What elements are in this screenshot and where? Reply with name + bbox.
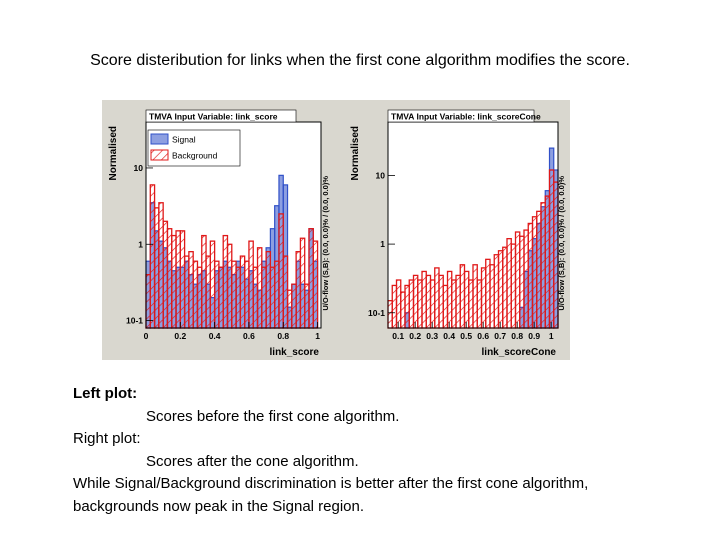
left-plot-description: Scores before the first cone algorithm.	[146, 407, 400, 425]
tmva-plots: TMVA Input Variable: link_score 0 0.2 0.4 0.…	[106, 104, 566, 358]
notes: Left plot: Scores before the first cone …	[73, 383, 673, 518]
tmva-figure: TMVA Input Variable: link_score 0 0.2 0.4 0.…	[102, 100, 570, 360]
right-plot-description: Scores after the cone algorithm.	[146, 452, 359, 470]
p1-legend-background-swatch	[150, 149, 169, 161]
slide-title: Score disteribution for links when the f…	[90, 52, 630, 69]
p2-y-axis-label: Normalised	[350, 126, 361, 180]
p2-x-tick-label: 0.4	[443, 331, 455, 341]
conclusion-text: While Signal/Background discrimination i…	[73, 475, 589, 515]
p2-x-tick-label: 0.8	[511, 331, 523, 341]
p2-y-tick-label: 1	[380, 239, 385, 249]
p2-chart-title: TMVA Input Variable: link_scoreCone	[391, 112, 541, 122]
p2-y-tick-label: 10	[376, 170, 386, 180]
p1-x-tick-label: 0.6	[243, 331, 255, 341]
left-plot-label: Left plot:	[73, 385, 138, 402]
p1-overflow-label: U/O-flow (S,B): (0.0, 0.0)% / (0.0, 0.0)…	[321, 176, 330, 311]
p1-x-tick-label: 0	[144, 331, 149, 341]
p2-x-tick-label: 0.6	[477, 331, 489, 341]
p1-x-tick-label: 1	[315, 331, 320, 341]
p2-overflow-label: U/O-flow (S,B): (0.0, 0.0)% / (0.0, 0.0)…	[557, 176, 566, 311]
p2-x-axis-label: link_scoreCone	[482, 347, 557, 358]
p1-legend-label: Background	[172, 151, 218, 161]
p1-chart-title: TMVA Input Variable: link_score	[149, 112, 278, 122]
p1-title-box	[145, 109, 297, 123]
p1-y-tick-label: 1	[138, 239, 143, 249]
p1-x-axis-label: link_score	[270, 347, 320, 358]
p2-x-tick-label: 1	[549, 331, 554, 341]
p1-x-tick-label: 0.4	[209, 331, 221, 341]
p1-x-tick-label: 0.8	[277, 331, 289, 341]
p1-y-tick-label: 10-1	[126, 316, 143, 326]
p1-legend-label: Signal	[172, 135, 196, 145]
p2-x-tick-label: 0.9	[528, 331, 540, 341]
right-plot-label: Right plot:	[73, 430, 141, 447]
p2-y-tick-label: 10-1	[368, 308, 385, 318]
p2-x-tick-label: 0.2	[409, 331, 421, 341]
p1-y-axis-label: Normalised	[108, 126, 119, 180]
p2-x-tick-label: 0.7	[494, 331, 506, 341]
p1-background-bar	[312, 240, 319, 329]
p1-y-tick-label: 10	[134, 163, 144, 173]
p2-x-tick-label: 0.3	[426, 331, 438, 341]
p2-x-tick-label: 0.1	[392, 331, 404, 341]
p1-legend-signal-swatch	[150, 133, 169, 145]
p2-x-tick-label: 0.5	[460, 331, 472, 341]
p2-title-box	[387, 109, 535, 123]
p1-x-tick-label: 0.2	[174, 331, 186, 341]
